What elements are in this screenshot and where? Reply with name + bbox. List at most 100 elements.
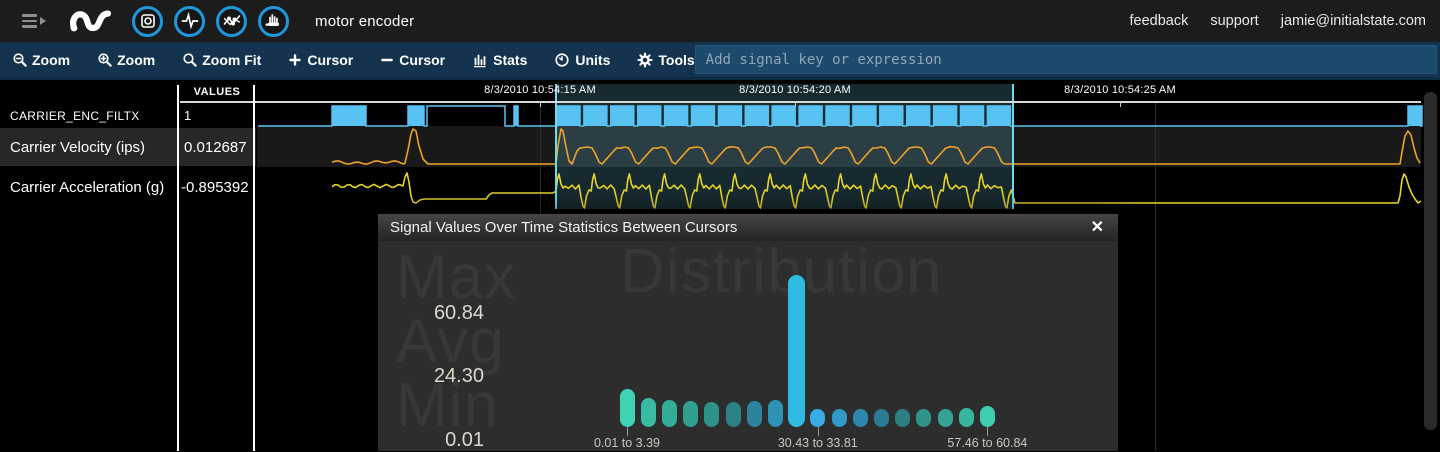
velocity-row-band xyxy=(257,126,1421,167)
plus-icon xyxy=(288,53,302,67)
signal-name: Carrier Acceleration (g) xyxy=(10,179,165,196)
clock-icon xyxy=(554,52,570,68)
bin-range-label: 30.43 to 33.81 xyxy=(777,436,858,450)
distribution-bubble xyxy=(895,409,911,427)
signal-name: Carrier Velocity (ips) xyxy=(10,139,146,156)
toolbar-button-label: Units xyxy=(575,51,611,68)
values-column-header: VALUES xyxy=(193,86,241,98)
bin-tick xyxy=(987,427,989,436)
timeline-ruler xyxy=(180,101,1421,103)
timestamp-label: 8/3/2010 10:54:25 AM xyxy=(1064,84,1176,96)
distribution-bubble xyxy=(683,401,699,427)
page-title: motor encoder xyxy=(315,12,415,30)
avg-watermark: Avg xyxy=(396,307,505,376)
toolbar-button-label: Zoom xyxy=(117,51,156,68)
distribution-bubble xyxy=(767,400,783,427)
menu-expand-arrow xyxy=(40,17,46,25)
velocity-row-highlight xyxy=(0,128,256,166)
signal-name: CARRIER_ENC_FILTX xyxy=(10,109,140,123)
toolbar-buttons: Zoom Zoom Zoom Fit Cursor Cursor Stats Units To… xyxy=(12,52,695,68)
distribution-bubble xyxy=(725,402,741,427)
units-button[interactable]: Units xyxy=(554,52,610,68)
grid-view-icon[interactable] xyxy=(132,5,163,37)
zoom-in-icon xyxy=(97,52,112,67)
toolbar-button-label: Zoom Fit xyxy=(202,51,262,68)
remove-cursor-button[interactable]: Cursor xyxy=(380,52,445,68)
initial-state-logo-icon[interactable] xyxy=(68,8,114,34)
timeline-tick xyxy=(540,102,541,107)
cursor-line-left[interactable] xyxy=(555,84,557,209)
bin-range-label: 57.46 to 60.84 xyxy=(947,436,1028,450)
min-watermark: Min xyxy=(396,371,499,440)
menu-bars xyxy=(22,14,37,28)
zoom-in-button[interactable]: Zoom xyxy=(97,52,155,68)
nav-links: feedback support jamie@initialstate.com xyxy=(1129,13,1426,29)
column-separator xyxy=(253,85,255,451)
timestamp-label: 8/3/2010 10:54:15 AM xyxy=(484,84,596,96)
distribution-bubble xyxy=(873,409,889,427)
distribution-bubble xyxy=(661,400,677,427)
minus-icon xyxy=(380,53,394,67)
zoom-fit-icon xyxy=(182,52,197,67)
distribution-bubble xyxy=(704,402,720,427)
vertical-scrollbar[interactable] xyxy=(1424,92,1437,430)
toolbar-button-label: Zoom xyxy=(32,51,71,68)
stats-button[interactable]: Stats xyxy=(472,52,527,68)
toolbar-button-label: Tools xyxy=(658,51,695,68)
pulse-view-icon[interactable] xyxy=(174,5,205,37)
timestamp-label: 8/3/2010 10:54:20 AM xyxy=(739,84,851,96)
feedback-link[interactable]: feedback xyxy=(1129,13,1189,29)
distribution-bubble xyxy=(831,409,847,427)
toolbar-button-label: Cursor xyxy=(307,51,354,68)
distribution-bubble xyxy=(788,275,806,427)
signal-search-input[interactable] xyxy=(694,45,1437,74)
timeline-tick xyxy=(795,102,796,107)
histogram-view-icon[interactable] xyxy=(258,5,289,37)
distribution-bubble xyxy=(746,401,762,427)
distribution-bubble xyxy=(958,408,974,427)
bin-tick xyxy=(817,427,819,436)
top-navbar: motor encoder feedback support jamie@ini… xyxy=(0,0,1440,42)
gear-icon xyxy=(637,51,653,68)
avg-value: 24.30 xyxy=(433,365,484,387)
distribution-bubble xyxy=(937,409,953,427)
signal-value: 1 xyxy=(184,108,192,123)
zoom-fit-button[interactable]: Zoom Fit xyxy=(182,52,261,68)
view-selector xyxy=(132,5,289,37)
timeline-tick xyxy=(1120,102,1121,107)
distribution-bubble xyxy=(979,406,995,427)
stats-modal-header: Signal Values Over Time Statistics Betwe… xyxy=(378,214,1118,241)
cursor-line-right[interactable] xyxy=(1012,84,1014,209)
signal-value: 0.012687 xyxy=(184,139,247,156)
distribution-bubble xyxy=(810,409,826,427)
min-value: 0.01 xyxy=(445,429,484,451)
bin-tick xyxy=(627,427,628,436)
support-link[interactable]: support xyxy=(1210,13,1259,29)
column-separator xyxy=(177,85,179,451)
distribution-bubble xyxy=(852,409,868,427)
line-graph-view-icon[interactable] xyxy=(216,5,247,37)
tools-button[interactable]: Tools xyxy=(637,51,695,68)
zoom-out-button[interactable]: Zoom xyxy=(12,52,70,68)
account-email-link[interactable]: jamie@initialstate.com xyxy=(1280,13,1426,29)
close-icon[interactable]: ✕ xyxy=(1090,219,1104,236)
toolbar-button-label: Cursor xyxy=(399,51,446,68)
bin-range-label: 0.01 to 3.39 xyxy=(593,436,661,450)
stats-modal: Signal Values Over Time Statistics Betwe… xyxy=(378,214,1118,451)
distribution-bubble xyxy=(619,389,635,427)
zoom-out-icon xyxy=(12,52,27,67)
distribution-bubble xyxy=(640,398,656,427)
menu-icon[interactable] xyxy=(22,14,46,28)
max-watermark: Max xyxy=(396,243,517,312)
stats-modal-title: Signal Values Over Time Statistics Betwe… xyxy=(390,219,738,236)
toolbar-button-label: Stats xyxy=(493,51,528,68)
waveform-canvas xyxy=(258,105,1423,209)
distribution-bubble xyxy=(916,409,932,427)
max-value: 60.84 xyxy=(433,302,484,324)
add-cursor-button[interactable]: Cursor xyxy=(288,52,353,68)
chart-toolbar: Zoom Zoom Zoom Fit Cursor Cursor Stats Units To… xyxy=(0,42,1440,80)
bar-chart-icon xyxy=(472,52,488,68)
signal-value: -0.895392 xyxy=(181,179,249,196)
distribution-watermark: Distribution xyxy=(620,237,943,306)
cursor-selection-region xyxy=(556,84,1014,209)
